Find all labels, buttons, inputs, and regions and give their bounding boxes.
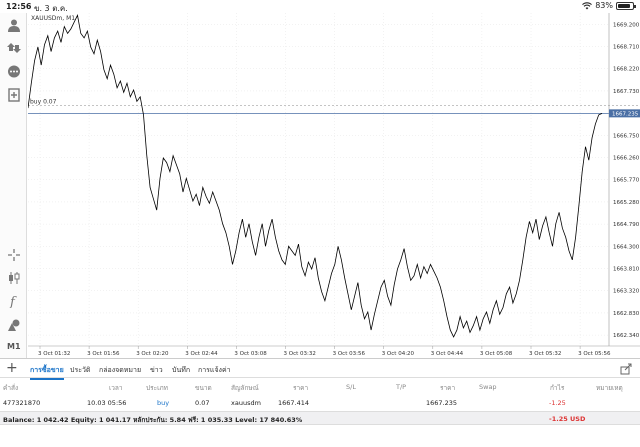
status-right: 83% [582, 1, 636, 10]
cell-size: 0.07 [195, 399, 210, 407]
tab-news[interactable]: ข่าว [150, 366, 163, 374]
export-icon[interactable] [620, 363, 632, 375]
cell-type: buy [157, 399, 170, 407]
account-icon[interactable] [6, 17, 22, 33]
x-tick-label: 3 Oct 01:56 [87, 351, 120, 357]
x-tick-label: 3 Oct 03:08 [234, 351, 267, 357]
x-tick-label: 3 Oct 04:20 [382, 351, 415, 357]
cell-open-price: 1667.414 [278, 399, 310, 407]
x-tick-label: 3 Oct 02:20 [136, 351, 169, 357]
x-tick-label: 3 Oct 05:56 [578, 351, 611, 357]
total-profit: -1.25 [549, 415, 568, 423]
y-tick-label: 1666.260 [613, 156, 640, 162]
col-current-price: ราคา [440, 384, 456, 392]
cell-profit: -1.25 [549, 399, 566, 407]
candles-icon[interactable] [6, 270, 22, 286]
crosshair-icon[interactable] [6, 247, 22, 263]
tab-mailbox[interactable]: กล่องจดหมาย [99, 366, 142, 374]
current-price-label: 1667.235 [612, 111, 639, 117]
cell-time: 10.03 05:56 [87, 399, 127, 407]
tab-journal[interactable]: บันทึก [172, 366, 191, 374]
y-tick-label: 1667.730 [613, 89, 640, 95]
col-time: เวลา [109, 384, 123, 392]
y-tick-label: 1669.200 [613, 22, 640, 28]
cell-current-price: 1667.235 [426, 399, 458, 407]
add-icon[interactable]: + [6, 360, 18, 376]
y-tick-label: 1664.300 [613, 244, 640, 250]
x-tick-label: 3 Oct 01:32 [38, 351, 70, 357]
currency-label: USD [570, 415, 586, 423]
col-tp: T/P [396, 383, 407, 391]
bottom-tabs-bar: + การซื้อขาย ประวัติ กล่องจดหมาย ข่าว บั… [0, 358, 640, 380]
current-price-box [609, 109, 640, 118]
tab-alerts[interactable]: การแจ้งค่า [198, 366, 231, 374]
chart-svg: buy 0.07 1669.200 1668.710 1668.220 1667.73… [28, 13, 640, 357]
cell-symbol: xauusdm [231, 399, 261, 407]
balance-text: Balance: 1 042.42 Equity: 1 041.17 หลักป… [3, 416, 303, 424]
battery-percent: 83% [595, 1, 613, 10]
balance-summary: Balance: 1 042.42 Equity: 1 041.17 หลักป… [0, 411, 640, 425]
objects-icon[interactable] [6, 317, 22, 333]
y-tick-label: 1668.710 [613, 45, 640, 51]
status-time: 12:56 [6, 2, 32, 11]
y-tick-label: 1666.750 [613, 133, 640, 139]
position-label: buy 0.07 [30, 99, 57, 106]
x-tick-label: 3 Oct 05:08 [480, 351, 513, 357]
y-tick-label: 1663.810 [613, 267, 640, 273]
y-tick-label: 1662.830 [613, 311, 640, 317]
y-tick-label: 1663.320 [613, 289, 640, 295]
x-tick-label: 3 Oct 03:56 [333, 351, 366, 357]
y-tick-label: 1665.770 [613, 178, 640, 184]
status-bar: 12:56 ข. 3 ต.ค. 83% [0, 0, 640, 13]
col-price: ราคา [293, 384, 309, 392]
wifi-icon [582, 1, 593, 9]
col-sl: S/L [346, 383, 356, 391]
tab-history[interactable]: ประวัติ [70, 366, 91, 374]
x-tick-label: 3 Oct 03:32 [284, 351, 316, 357]
y-tick-label: 1662.340 [613, 333, 640, 339]
col-symbol: สัญลักษณ์ [231, 384, 259, 392]
x-tick-label: 3 Oct 04:44 [431, 351, 464, 357]
battery-icon [616, 1, 636, 10]
col-type: ประเภท [146, 384, 168, 392]
timeframe-button[interactable]: M1 [7, 342, 21, 351]
status-date: ข. 3 ต.ค. [34, 4, 68, 13]
new-order-icon[interactable] [6, 87, 22, 103]
price-series-line [28, 14, 603, 338]
tab-trade[interactable]: การซื้อขาย [30, 365, 64, 380]
price-chart[interactable]: buy 0.07 1669.200 1668.710 1668.220 1667.73… [28, 13, 640, 358]
y-tick-label: 1668.220 [613, 67, 640, 73]
y-tick-label: 1664.790 [613, 222, 640, 228]
svg-text:f: f [9, 295, 17, 308]
cell-order: 477321870 [3, 399, 41, 407]
col-profit: กำไร [550, 384, 565, 392]
y-tick-label: 1665.280 [613, 200, 640, 206]
chat-icon[interactable] [6, 64, 22, 80]
col-size: ขนาด [195, 384, 212, 392]
col-swap: Swap [479, 383, 497, 391]
indicators-icon[interactable]: f [6, 293, 22, 309]
symbol-title: XAUUSDm, M1 [31, 15, 75, 22]
left-toolbar: f M1 [0, 13, 27, 358]
col-order: คำสั่ง [3, 384, 19, 392]
trade-arrows-icon[interactable] [6, 40, 22, 56]
x-tick-label: 3 Oct 05:32 [529, 351, 561, 357]
x-tick-label: 3 Oct 02:44 [185, 351, 218, 357]
col-comment: หมายเหตุ [596, 384, 623, 392]
